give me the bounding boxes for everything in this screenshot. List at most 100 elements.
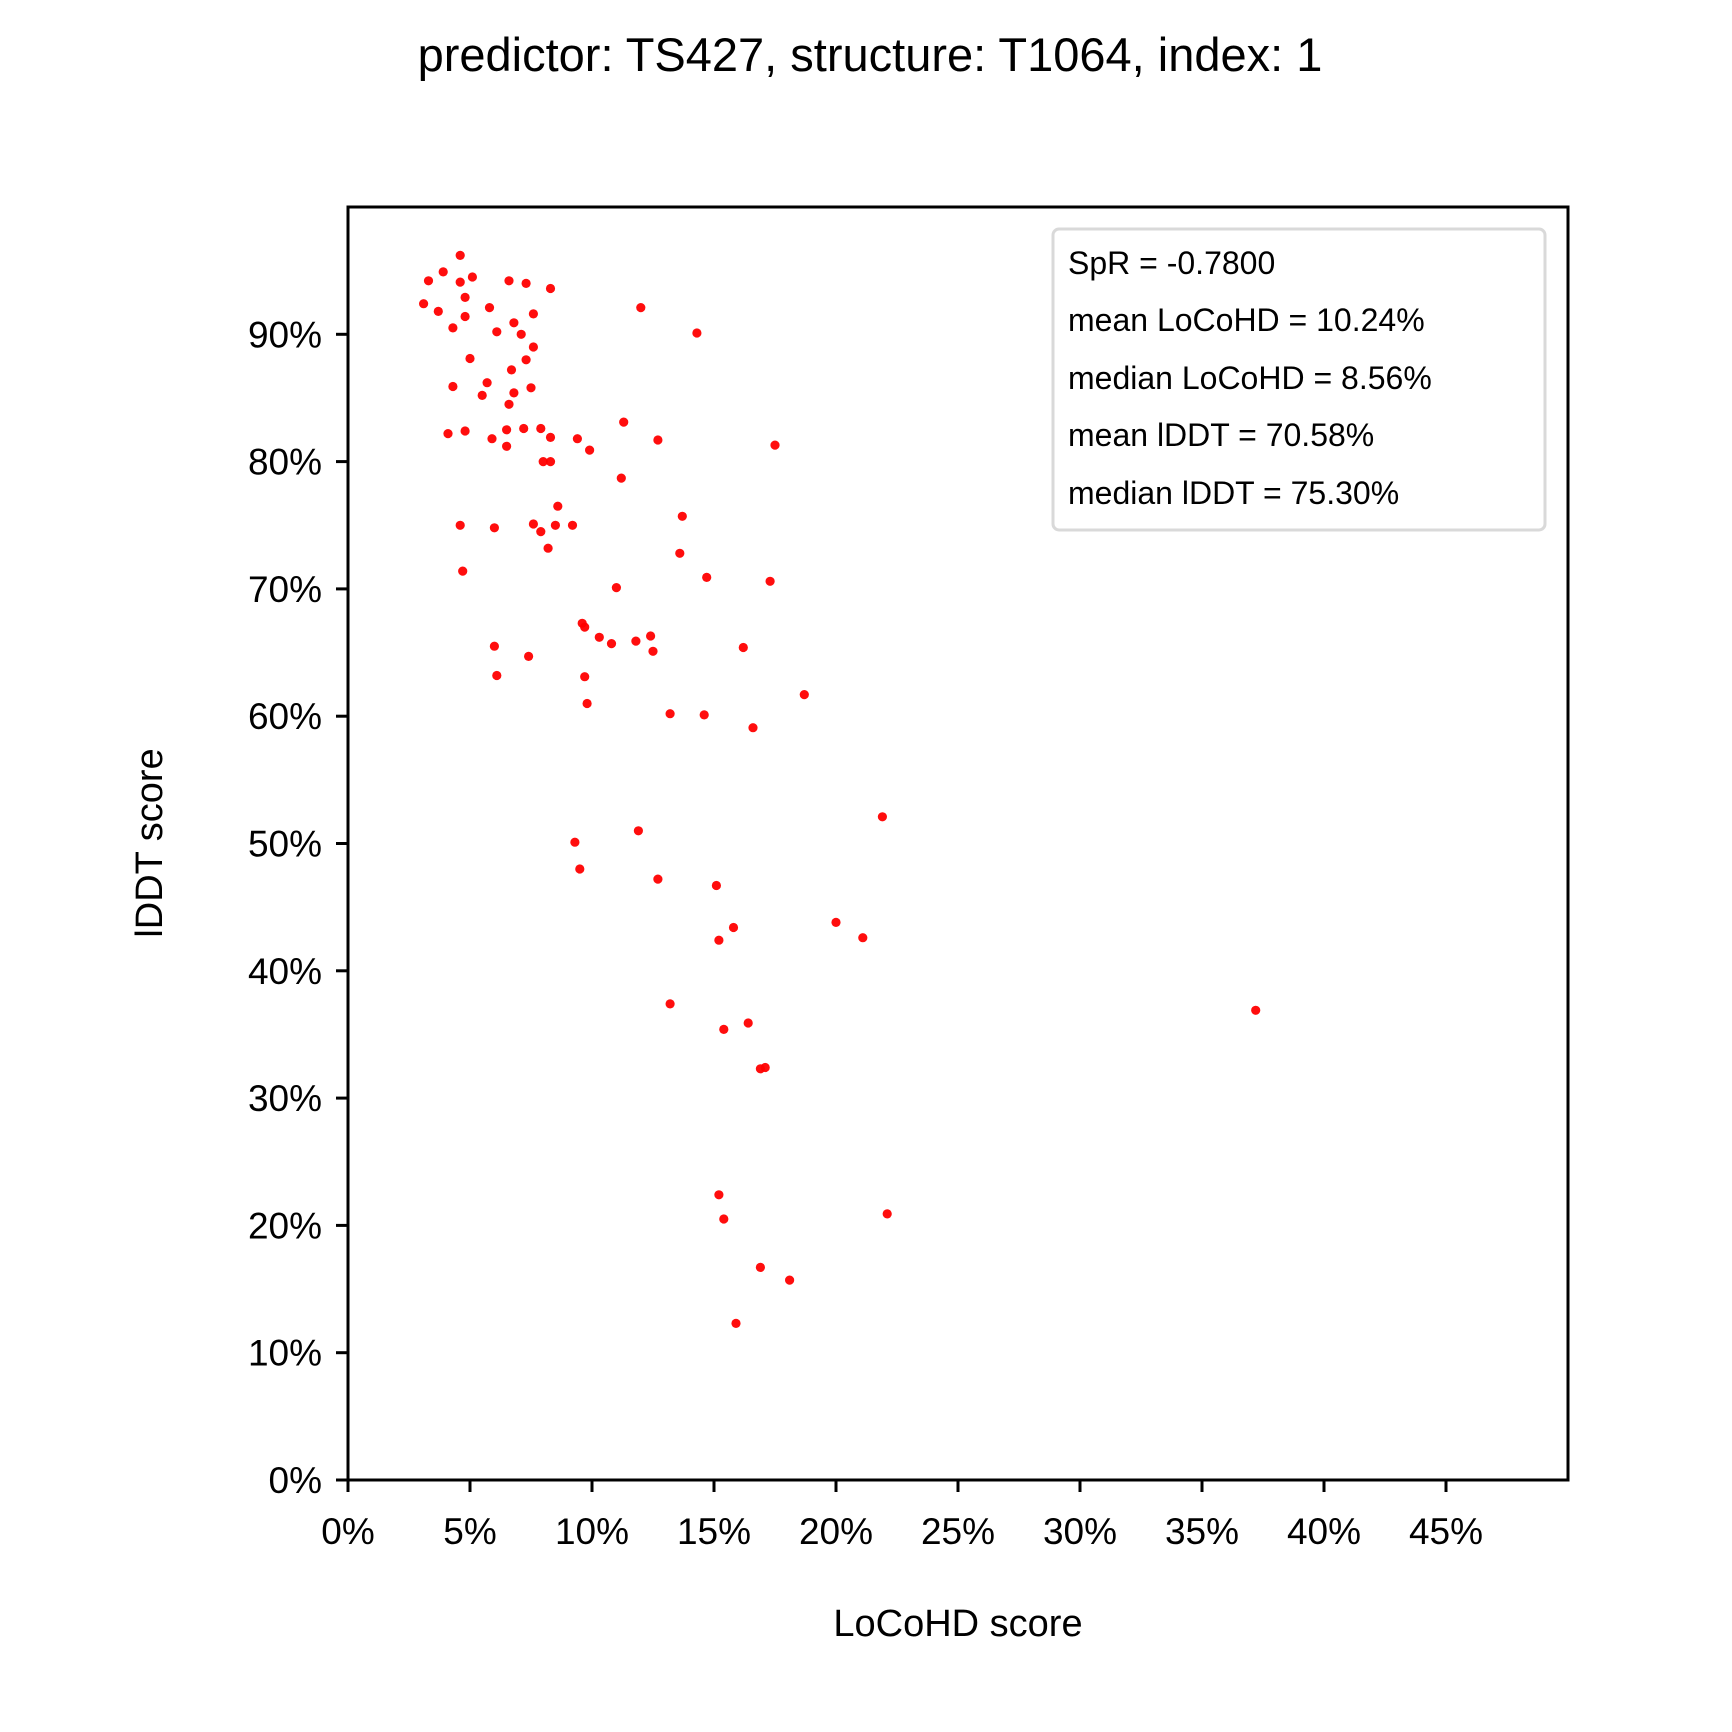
data-point — [755, 1262, 766, 1272]
data-point — [455, 520, 465, 530]
y-tick-label: 20% — [248, 1205, 322, 1246]
data-point — [770, 440, 780, 450]
data-points — [419, 250, 1261, 1328]
legend-median-locohd: median LoCoHD = 8.56% — [1068, 360, 1432, 396]
chart-title: predictor: TS427, structure: T1064, inde… — [418, 28, 1323, 81]
x-axis-ticks: 0% 5% 10% 15% 20% 25% 30% 35% 40% 45% — [321, 1480, 1483, 1552]
data-point — [460, 292, 470, 302]
data-point — [743, 1018, 753, 1028]
y-tick-label: 30% — [248, 1078, 322, 1119]
legend-box — [1051, 227, 1547, 532]
data-point — [536, 423, 546, 434]
data-point — [653, 874, 663, 884]
data-point — [519, 423, 529, 434]
data-point — [570, 837, 580, 847]
data-point — [423, 276, 434, 286]
data-point — [699, 710, 709, 720]
data-point — [633, 826, 644, 836]
data-point — [443, 429, 453, 439]
data-point — [631, 636, 641, 646]
data-point — [882, 1209, 892, 1219]
x-tick-label: 30% — [1043, 1511, 1117, 1552]
legend-median-lddt: median lDDT = 75.30% — [1068, 475, 1399, 511]
data-point — [538, 457, 548, 467]
data-point — [460, 311, 470, 322]
data-point — [636, 303, 646, 313]
data-point — [448, 381, 458, 392]
y-axis-ticks: 0% 10% 20% 30% 40% 50% 60% 70% 80% 90% — [248, 314, 348, 1501]
x-tick-label: 5% — [443, 1511, 496, 1552]
data-point — [455, 250, 465, 260]
x-tick-label: 35% — [1165, 1511, 1239, 1552]
x-tick-label: 15% — [677, 1511, 751, 1552]
data-point — [509, 318, 519, 328]
data-point — [675, 548, 685, 558]
data-point — [611, 583, 622, 593]
data-point — [719, 1214, 729, 1224]
data-point — [646, 631, 656, 641]
data-point — [765, 576, 775, 586]
data-point — [438, 267, 448, 277]
data-point — [467, 272, 477, 282]
data-point — [482, 378, 492, 388]
data-point — [502, 441, 512, 451]
data-point — [465, 353, 475, 364]
data-point — [528, 519, 539, 529]
data-point — [433, 306, 443, 316]
data-point — [760, 1062, 770, 1073]
data-point — [509, 388, 519, 398]
data-point — [728, 922, 739, 933]
stats-legend: SpR = -0.7800 mean LoCoHD = 10.24% media… — [1051, 227, 1547, 532]
data-point — [545, 432, 556, 442]
data-point — [619, 417, 629, 427]
data-point — [585, 445, 595, 455]
data-point — [458, 566, 468, 576]
data-point — [702, 572, 712, 583]
data-point — [714, 935, 724, 945]
data-point — [799, 690, 809, 700]
data-point — [489, 641, 499, 651]
legend-spr: SpR = -0.7800 — [1068, 245, 1275, 281]
data-point — [419, 299, 429, 309]
data-point — [692, 328, 702, 338]
data-point — [545, 457, 556, 467]
data-point — [524, 651, 534, 662]
x-tick-label: 40% — [1287, 1511, 1361, 1552]
data-point — [492, 327, 502, 337]
x-tick-label: 10% — [555, 1511, 629, 1552]
data-point — [545, 283, 556, 294]
legend-mean-lddt: mean lDDT = 70.58% — [1068, 417, 1374, 453]
data-point — [719, 1024, 729, 1034]
data-point — [521, 355, 531, 365]
x-tick-label: 45% — [1409, 1511, 1483, 1552]
data-point — [502, 425, 512, 435]
data-point — [665, 709, 675, 719]
x-tick-label: 25% — [921, 1511, 995, 1552]
x-tick-label: 0% — [321, 1511, 374, 1552]
data-point — [1251, 1005, 1261, 1015]
data-point — [748, 723, 758, 733]
data-point — [714, 1190, 724, 1200]
data-point — [460, 426, 470, 436]
y-tick-label: 60% — [248, 696, 322, 737]
data-point — [487, 434, 497, 444]
data-point — [504, 276, 514, 286]
data-point — [653, 435, 663, 445]
data-point — [553, 501, 563, 511]
data-point — [484, 303, 495, 313]
data-point — [477, 390, 487, 400]
data-point — [858, 933, 868, 943]
data-point — [711, 880, 722, 891]
data-point — [785, 1275, 795, 1285]
data-point — [877, 812, 888, 822]
data-point — [489, 523, 499, 533]
y-tick-label: 40% — [248, 951, 322, 992]
y-tick-label: 10% — [248, 1333, 322, 1374]
data-point — [516, 329, 526, 339]
data-point — [594, 632, 604, 642]
x-tick-label: 20% — [799, 1511, 873, 1552]
data-point — [448, 323, 458, 333]
data-point — [543, 543, 553, 553]
data-point — [504, 399, 514, 409]
